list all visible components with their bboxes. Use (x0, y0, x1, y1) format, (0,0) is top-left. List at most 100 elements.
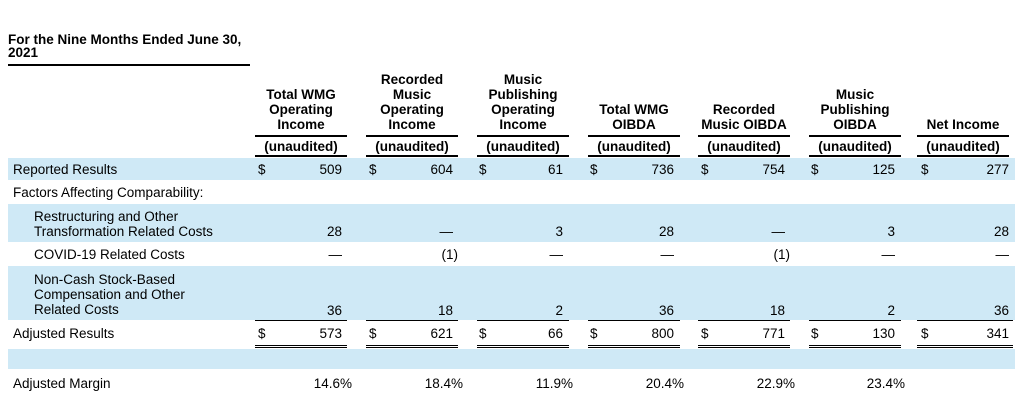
table-row-restructuring: Restructuring and Other Transformation R… (8, 204, 1015, 242)
total-rule (255, 345, 347, 348)
currency-symbol: $ (369, 162, 377, 177)
currency-symbol: $ (590, 326, 598, 341)
sum-rule (588, 320, 680, 321)
column-subheader: (unaudited) (255, 135, 347, 157)
row-label: Reported Results (13, 162, 118, 177)
cell: 2 (555, 303, 563, 318)
cell: 573 (319, 326, 342, 341)
currency-symbol: $ (590, 162, 598, 177)
cell: 14.6% (313, 376, 352, 391)
cell: 20.4% (645, 376, 684, 391)
total-rule (366, 345, 458, 348)
cell: 604 (430, 162, 453, 177)
cell: 36 (326, 303, 342, 318)
cell: 18 (437, 303, 453, 318)
cell: — (328, 247, 343, 262)
total-rule (588, 345, 680, 348)
cell: (1) (773, 247, 791, 262)
cell: 28 (993, 224, 1009, 239)
row-label: Adjusted Results (13, 326, 115, 341)
column-header: Total WMG Operating Income (266, 87, 336, 132)
column-subheader: (unaudited) (588, 135, 680, 157)
cell: 61 (547, 162, 563, 177)
table-row-covid: COVID-19 Related Costs — (1) — — (1) — — (8, 242, 1015, 266)
table-row-spacer (8, 349, 1015, 369)
cell: 18.4% (424, 376, 463, 391)
column-subheader: (unaudited) (698, 135, 790, 157)
currency-symbol: $ (701, 326, 709, 341)
cell: — (771, 224, 786, 239)
currency-symbol: $ (921, 326, 929, 341)
cell: 23.4% (866, 376, 905, 391)
column-subheader: (unaudited) (809, 135, 901, 157)
sum-rule (255, 320, 347, 321)
cell: 125 (872, 162, 895, 177)
cell: 28 (658, 224, 674, 239)
cell: 36 (993, 303, 1009, 318)
row-label: Non-Cash Stock-Based Compensation and Ot… (34, 272, 185, 317)
currency-symbol: $ (479, 326, 487, 341)
cell: 341 (986, 326, 1009, 341)
cell: 754 (762, 162, 785, 177)
total-rule (917, 345, 1013, 348)
sum-rule (366, 320, 458, 321)
cell: — (881, 247, 896, 262)
cell: 36 (658, 303, 674, 318)
column-headers: Total WMG Operating Income Recorded Musi… (0, 60, 1024, 132)
table-row-stock-comp: Non-Cash Stock-Based Compensation and Ot… (8, 266, 1015, 320)
cell: 3 (887, 224, 895, 239)
cell: 22.9% (756, 376, 795, 391)
cell: — (995, 247, 1010, 262)
total-rule (477, 345, 569, 348)
currency-symbol: $ (921, 162, 929, 177)
column-header: Music Publishing Operating Income (488, 72, 558, 132)
cell: 771 (762, 326, 785, 341)
cell: 28 (326, 224, 342, 239)
cell: 3 (555, 224, 563, 239)
table-row-factors: Factors Affecting Comparability: (8, 180, 1015, 204)
currency-symbol: $ (369, 326, 377, 341)
sum-rule (809, 320, 901, 321)
column-header: Music Publishing OIBDA (820, 87, 890, 132)
cell: — (660, 247, 675, 262)
cell: 800 (651, 326, 674, 341)
table-row-adjusted: Adjusted Results $ 573 $ 621 $ 66 $ 800 … (8, 321, 1015, 345)
cell: 11.9% (535, 376, 573, 391)
sum-rule (477, 320, 569, 321)
cell: 277 (986, 162, 1009, 177)
column-subheader: (unaudited) (477, 135, 569, 157)
cell: 66 (547, 326, 563, 341)
cell: 509 (319, 162, 342, 177)
column-subheader: (unaudited) (917, 135, 1009, 157)
cell: 130 (872, 326, 895, 341)
table-row-reported: Reported Results $ 509 $ 604 $ 61 $ 736 … (8, 158, 1015, 180)
sum-rule (698, 320, 790, 321)
row-label: Adjusted Margin (13, 376, 111, 391)
currency-symbol: $ (811, 326, 819, 341)
sum-rule (917, 320, 1013, 321)
currency-symbol: $ (811, 162, 819, 177)
currency-symbol: $ (258, 326, 266, 341)
column-subheader: (unaudited) (366, 135, 458, 157)
row-label: Restructuring and Other Transformation R… (34, 209, 213, 239)
currency-symbol: $ (701, 162, 709, 177)
column-header: Net Income (926, 117, 1000, 132)
cell: — (439, 224, 454, 239)
cell: 18 (769, 303, 785, 318)
table-title: For the Nine Months Ended June 30, 2021 (8, 32, 242, 60)
column-header: Recorded Music Operating Income (380, 72, 444, 132)
total-rule (698, 345, 790, 348)
table-row-margin: Adjusted Margin 14.6% 18.4% 11.9% 20.4% … (8, 371, 1015, 395)
currency-symbol: $ (258, 162, 266, 177)
row-label: Factors Affecting Comparability: (13, 185, 204, 200)
cell: — (549, 247, 564, 262)
cell: 736 (651, 162, 674, 177)
column-header: Total WMG OIBDA (599, 102, 669, 132)
currency-symbol: $ (479, 162, 487, 177)
title-rule (8, 64, 250, 66)
cell: 2 (887, 303, 895, 318)
cell: 621 (430, 326, 453, 341)
column-header: Recorded Music OIBDA (701, 102, 787, 132)
cell: (1) (441, 247, 459, 262)
total-rule (809, 345, 901, 348)
